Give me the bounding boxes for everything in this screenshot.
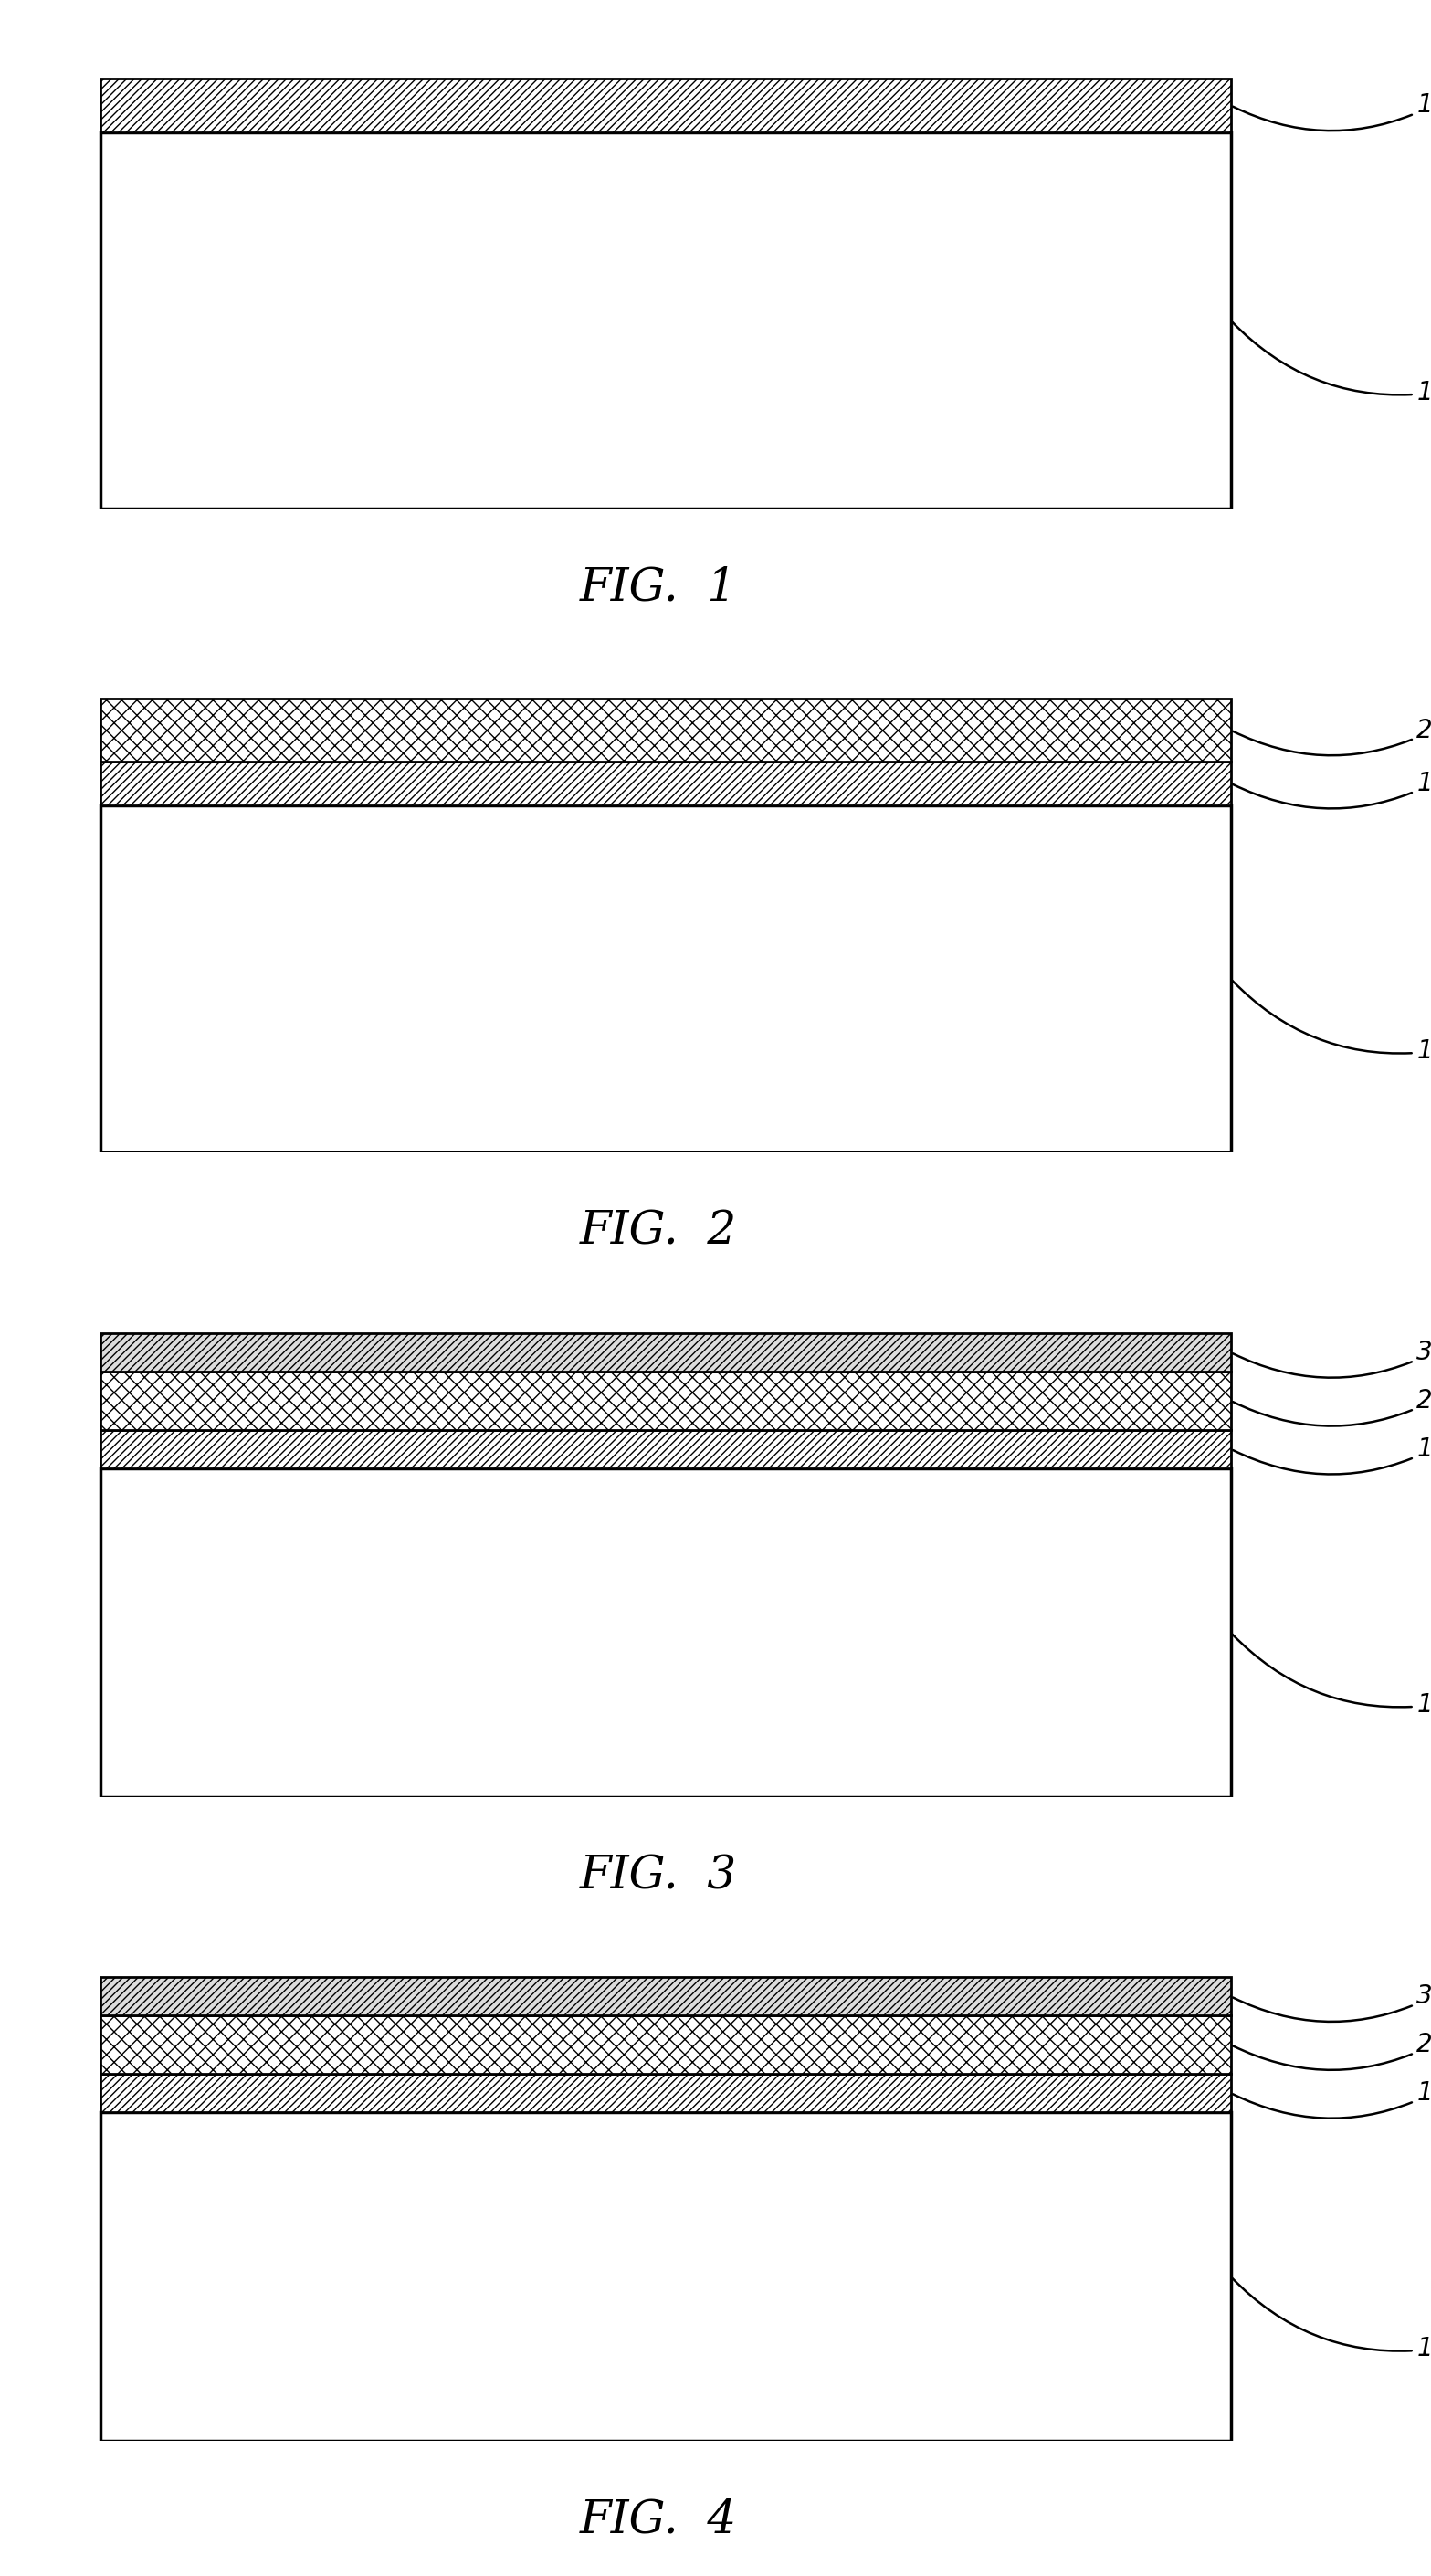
Text: 11: 11 [1232,1633,1431,1718]
Bar [100,131,1231,510]
Text: 11: 11 [1232,2277,1431,2362]
Bar [100,80,1231,131]
Bar [100,1468,1231,1798]
Text: 12: 12 [1234,1437,1431,1473]
Bar [100,2074,1231,2112]
Text: 31: 31 [1234,1340,1431,1378]
Bar [100,804,1231,1154]
Text: FIG.  3: FIG. 3 [580,1852,737,1899]
Bar [100,1430,1231,1468]
Bar [100,1978,1231,2014]
Text: 21: 21 [1234,2032,1431,2071]
Text: 21: 21 [1234,716,1431,755]
Text: 12: 12 [1234,770,1431,809]
Text: 31: 31 [1234,1984,1431,2022]
Text: 12: 12 [1234,2081,1431,2117]
Bar [100,1370,1231,1430]
Bar [100,2112,1231,2442]
Bar [100,698,1231,762]
Text: FIG.  1: FIG. 1 [580,564,737,611]
Bar [100,2014,1231,2074]
Bar [100,762,1231,804]
Text: 11: 11 [1232,981,1431,1064]
Text: 21: 21 [1234,1388,1431,1427]
Text: FIG.  4: FIG. 4 [580,2496,737,2543]
Text: 11: 11 [1232,322,1431,404]
Text: FIG.  2: FIG. 2 [580,1208,737,1255]
Bar [100,1334,1231,1370]
Text: 12: 12 [1234,93,1431,131]
